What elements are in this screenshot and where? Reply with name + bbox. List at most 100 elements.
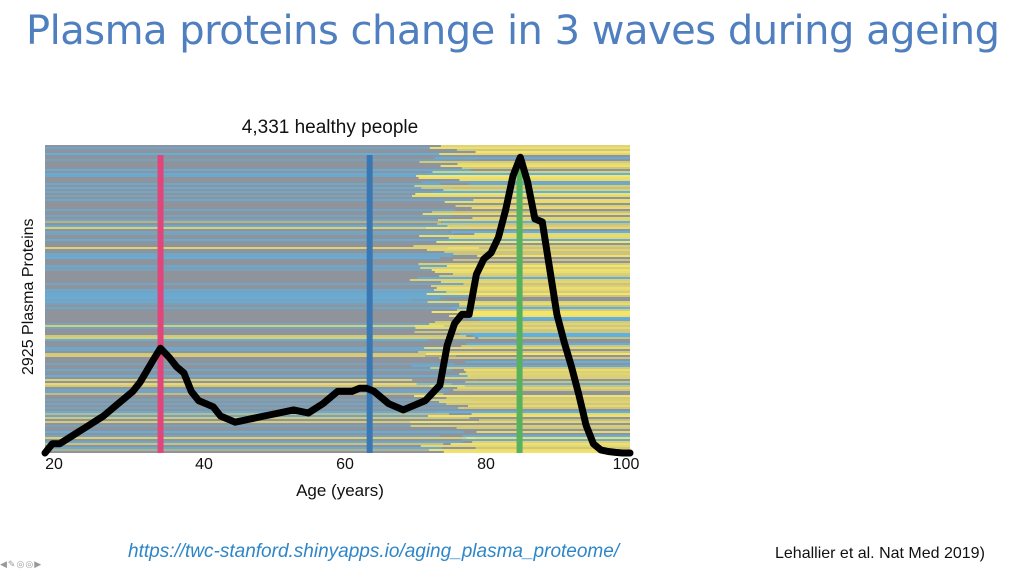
heatmap-stripe — [45, 357, 444, 359]
heatmap-stripe — [423, 399, 630, 401]
heatmap-stripe — [45, 451, 463, 453]
heatmap-stripe — [45, 247, 479, 249]
heatmap-stripe — [45, 325, 445, 327]
heatmap-stripe — [454, 363, 630, 365]
heatmap-stripe — [45, 231, 449, 233]
heatmap-stripe — [45, 233, 454, 235]
heatmap-stripe — [448, 349, 630, 351]
heatmap-stripe — [45, 411, 477, 413]
citation: Lehallier et al. Nat Med 2019) — [775, 545, 985, 562]
heatmap-stripe — [479, 319, 630, 321]
heatmap-stripe — [446, 197, 630, 199]
forward-arrow-icon[interactable]: ▶ — [34, 559, 43, 569]
heatmap-stripe — [45, 303, 460, 305]
heatmap-stripe — [448, 315, 630, 317]
heatmap-stripe — [45, 351, 454, 353]
heatmap-stripe — [437, 223, 630, 225]
heatmap-stripe — [45, 297, 441, 299]
heatmap-stripe — [45, 167, 458, 169]
heatmap-stripe — [45, 211, 447, 213]
heatmap-stripe — [435, 321, 630, 323]
heatmap-stripe — [45, 259, 477, 261]
pen-icon[interactable]: ✎ — [7, 559, 17, 569]
heatmap-stripe — [45, 445, 472, 447]
heatmap-stripe — [443, 189, 630, 191]
heatmap-stripe — [45, 219, 447, 221]
heatmap-stripe — [45, 171, 466, 173]
heatmap-stripe — [45, 353, 451, 355]
heatmap-stripe — [45, 317, 452, 319]
heatmap-stripe — [452, 273, 630, 275]
heatmap-stripe — [450, 307, 630, 309]
heatmap-stripe — [415, 193, 630, 195]
heatmap-stripe — [45, 185, 442, 187]
heatmap-stripe — [45, 193, 466, 195]
heatmap-stripe — [45, 295, 469, 297]
heatmap-stripe — [463, 369, 630, 371]
app-link[interactable]: https://twc-stanford.shinyapps.io/aging_… — [128, 541, 620, 562]
heatmap-stripe — [446, 397, 630, 399]
heatmap-stripe — [45, 191, 471, 193]
heatmap-stripe — [457, 387, 630, 389]
heatmap — [45, 145, 630, 453]
heatmap-stripe — [462, 435, 630, 437]
heatmap-stripe — [45, 223, 445, 225]
heatmap-stripe — [45, 197, 455, 199]
heatmap-stripe — [426, 293, 630, 295]
heatmap-stripe — [446, 403, 630, 405]
heatmap-stripe — [45, 369, 452, 371]
heatmap-stripe — [45, 189, 444, 191]
x-tick-label: 40 — [195, 456, 213, 473]
heatmap-stripe — [45, 217, 448, 219]
heatmap-stripe — [440, 391, 630, 393]
heatmap-stripe — [45, 181, 475, 183]
heatmap-stripe — [45, 311, 454, 313]
heatmap-stripe — [45, 397, 469, 399]
heatmap-stripe — [416, 383, 630, 385]
heatmap-stripe — [45, 151, 460, 153]
heatmap-stripe — [456, 427, 630, 429]
menu-icon[interactable]: ◎ — [25, 559, 35, 569]
heatmap-stripe — [45, 435, 441, 437]
slide-nav-controls: ◀✎◎◎▶ — [0, 559, 42, 570]
heatmap-stripe — [45, 187, 452, 189]
heatmap-stripe — [45, 407, 465, 409]
heatmap-stripe — [45, 253, 460, 255]
heatmap-stripe — [45, 327, 464, 329]
heatmap-stripe — [45, 355, 457, 357]
heatmap-stripe — [455, 297, 630, 299]
heatmap-stripe — [45, 309, 476, 311]
zoom-icon[interactable]: ◎ — [16, 559, 26, 569]
heatmap-stripe — [45, 439, 479, 441]
heatmap-stripe — [466, 229, 630, 231]
heatmap-stripe — [446, 291, 630, 293]
heatmap-stripe — [45, 401, 477, 403]
chart-title: 4,331 healthy people — [241, 117, 419, 138]
heatmap-stripe — [465, 371, 630, 373]
heatmap-stripe — [475, 447, 630, 449]
heatmap-stripe — [447, 247, 630, 249]
curve-layer — [41, 153, 634, 457]
heatmap-stripe — [439, 401, 630, 403]
heatmap-stripe — [447, 225, 630, 227]
heatmap-stripe — [45, 227, 450, 229]
heatmap-stripe — [45, 263, 469, 265]
heatmap-stripe — [45, 147, 476, 149]
back-arrow-icon[interactable]: ◀ — [0, 559, 8, 569]
x-tick-label: 80 — [477, 456, 495, 473]
heatmap-stripe — [45, 431, 464, 433]
heatmap-stripe — [45, 161, 456, 163]
heatmap-stripe — [45, 235, 469, 237]
heatmap-stripe — [453, 389, 630, 391]
heatmap-stripe — [45, 205, 443, 207]
heatmap-stripe — [45, 237, 465, 239]
heatmap-stripe — [474, 169, 630, 171]
heatmap-stripe — [45, 349, 453, 351]
heatmap-stripe — [45, 145, 463, 147]
heatmap-stripe — [444, 377, 630, 379]
heatmap-stripe — [45, 399, 475, 401]
heatmap-stripe — [45, 299, 448, 301]
heatmap-stripe — [45, 359, 466, 361]
heatmap-stripe — [425, 355, 630, 357]
heatmap-stripe — [429, 147, 630, 149]
